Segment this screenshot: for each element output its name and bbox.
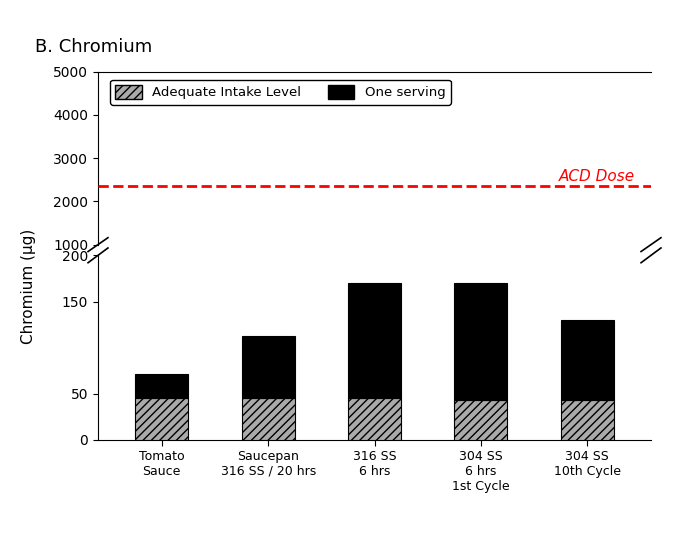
Bar (135, 398, 188, 440)
Text: ACD Dose: ACD Dose (559, 169, 635, 184)
Legend: Adequate Intake Level, One serving: Adequate Intake Level, One serving (110, 80, 451, 104)
Bar (241, 398, 295, 440)
Text: Chromium (μg): Chromium (μg) (20, 228, 36, 344)
Bar (561, 320, 614, 400)
Text: B. Chromium: B. Chromium (35, 39, 153, 57)
Bar (241, 336, 295, 398)
Bar (348, 250, 401, 252)
Bar (348, 283, 401, 398)
Bar (454, 283, 508, 400)
Bar (454, 248, 508, 251)
Bar (348, 398, 401, 440)
Bar (561, 400, 614, 440)
Bar (135, 373, 188, 398)
Bar (454, 400, 508, 440)
